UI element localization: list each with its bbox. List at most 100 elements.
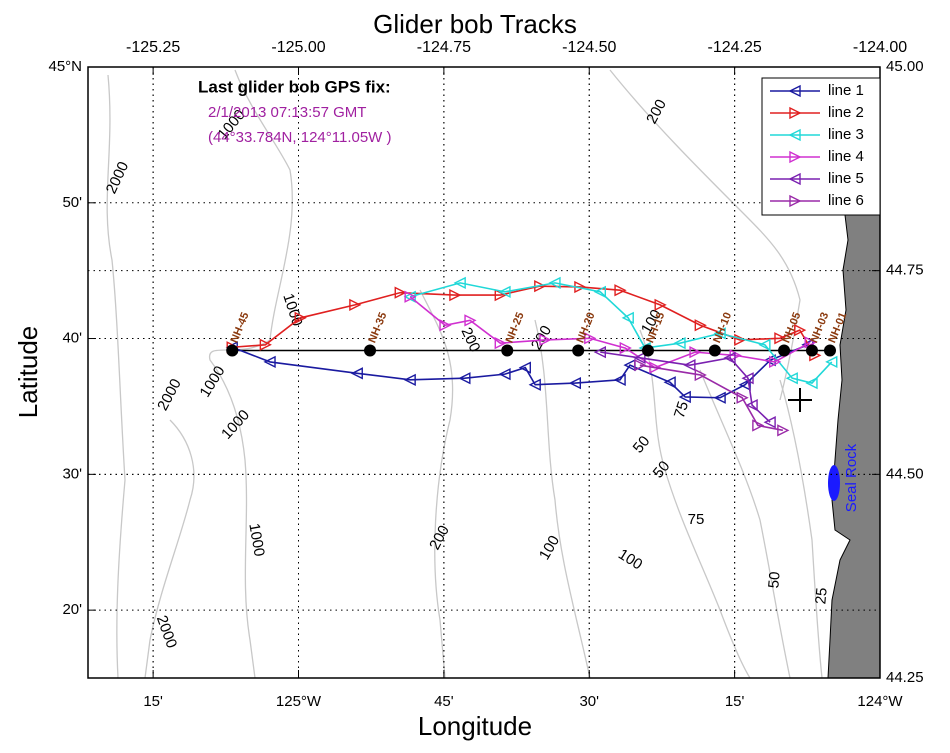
legend-label: line 1 — [828, 82, 864, 99]
track-marker — [394, 286, 407, 299]
station-dot — [226, 344, 239, 357]
place-label: Seal Rock — [843, 443, 860, 512]
track-marker — [777, 424, 790, 437]
track-marker — [350, 367, 363, 380]
seal-rock-marker — [828, 465, 840, 501]
track-marker — [403, 373, 416, 386]
x2-tick-label: -124.00 — [853, 39, 907, 56]
track-marker — [518, 361, 531, 374]
x2-tick-label: -124.50 — [562, 39, 616, 56]
y-tick-label: 50' — [62, 194, 82, 211]
track-marker — [634, 359, 647, 372]
legend-label: line 6 — [828, 192, 864, 209]
track-marker — [825, 355, 838, 369]
y-tick-label: 45°N — [48, 58, 82, 75]
track-line — [600, 351, 771, 423]
track-marker — [734, 333, 747, 347]
track-marker — [349, 298, 362, 312]
x-tick-label: 124°W — [857, 693, 903, 710]
x-tick-label: 45' — [434, 693, 454, 710]
track-marker — [741, 372, 754, 385]
legend-label: line 5 — [828, 170, 864, 187]
track-marker — [678, 390, 691, 404]
legend-label: line 3 — [828, 126, 864, 143]
track-marker — [763, 416, 776, 429]
track-marker — [259, 338, 272, 351]
track-marker — [683, 359, 696, 372]
track-marker — [528, 378, 541, 391]
track-marker — [613, 373, 626, 386]
legend-marker — [788, 84, 801, 98]
y-axis-label: Latitude — [13, 326, 43, 419]
fix-heading: Last glider bob GPS fix: — [198, 77, 391, 96]
track-marker — [449, 288, 462, 302]
track-marker — [494, 337, 507, 350]
station-dot — [708, 344, 721, 357]
y2-tick-label: 45.00 — [886, 58, 924, 75]
track-marker — [758, 338, 771, 351]
legend-marker — [789, 106, 802, 120]
track-marker — [723, 351, 736, 364]
track-marker — [619, 341, 632, 355]
plot-frame — [87, 66, 881, 679]
track-marker — [694, 368, 707, 382]
track-marker — [805, 376, 818, 390]
track-marker — [404, 290, 417, 303]
legend-box — [761, 77, 881, 216]
station-dot — [641, 344, 654, 357]
track-marker — [689, 346, 702, 359]
x2-tick-label: -124.75 — [417, 39, 471, 56]
legend-label: line 4 — [828, 148, 864, 165]
legend-label: line 2 — [828, 104, 864, 121]
fix-position: (44°33.784N, 124°11.05W ) — [208, 129, 392, 146]
track-marker — [593, 285, 606, 298]
track-marker — [633, 351, 646, 364]
legend-marker — [789, 150, 802, 164]
x-tick-label: 15' — [143, 693, 163, 710]
chart-title: Glider bob Tracks — [373, 9, 577, 39]
y2-tick-label: 44.50 — [886, 465, 924, 482]
track-marker — [294, 311, 307, 325]
station-dot — [778, 344, 791, 357]
track-line — [639, 364, 784, 432]
station-dot — [572, 344, 585, 357]
station-dot — [805, 344, 818, 357]
track-marker — [458, 372, 471, 385]
x2-tick-label: -124.25 — [707, 39, 761, 56]
contour-label: 25 — [812, 587, 830, 605]
track-marker — [745, 398, 758, 412]
track-marker — [654, 298, 667, 312]
track-marker — [614, 284, 627, 297]
contour-label: 75 — [688, 511, 705, 528]
x-tick-label: 15' — [725, 693, 745, 710]
track-marker — [694, 319, 707, 332]
contour-label: 1000 — [245, 522, 268, 558]
x-tick-label: 30' — [579, 693, 599, 710]
track-marker — [673, 337, 686, 350]
track-marker — [785, 372, 798, 385]
legend-marker — [788, 172, 801, 186]
track-marker — [584, 332, 597, 345]
track-line — [409, 296, 811, 369]
y2-tick-label: 44.75 — [886, 262, 924, 279]
track-marker — [593, 346, 606, 359]
station-dot — [501, 344, 514, 357]
contour-label: 75 — [671, 399, 692, 420]
track-marker — [453, 276, 466, 290]
track-marker — [713, 391, 726, 404]
track-marker — [774, 332, 787, 345]
track-line — [231, 344, 809, 399]
track-marker — [738, 378, 751, 391]
track-marker — [464, 314, 477, 327]
track-marker — [498, 285, 511, 298]
contour-label: 50 — [765, 571, 783, 589]
track-marker — [769, 355, 782, 369]
station-dot — [823, 344, 836, 357]
station-dot — [364, 344, 377, 357]
x2-tick-label: -125.25 — [126, 39, 180, 56]
x2-tick-label: -125.00 — [271, 39, 325, 56]
y-tick-label: 20' — [62, 601, 82, 618]
track-marker — [736, 391, 749, 404]
track-marker — [663, 376, 676, 389]
track-marker — [539, 333, 552, 347]
